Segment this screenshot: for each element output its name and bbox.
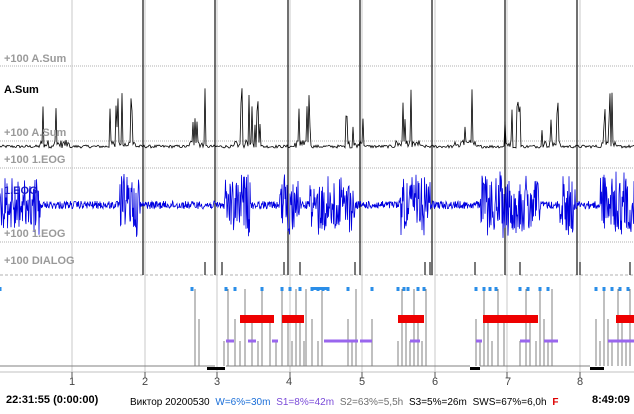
wake-marker: [298, 287, 302, 291]
wake-marker: [538, 287, 542, 291]
s1-segment: [248, 339, 256, 343]
wake-marker: [594, 287, 598, 291]
time-tick-2: 2: [142, 376, 149, 388]
s1-segment: [410, 339, 420, 343]
sws-stat: SWS=67%=6,0h: [472, 397, 547, 408]
wake-marker: [474, 287, 478, 291]
wake-marker: [233, 287, 237, 291]
asum-bottom-scale-label: +100 A.Sum: [4, 127, 67, 139]
s1-segment: [360, 339, 372, 343]
eog-top-scale-label: +100 1.EOG: [4, 154, 66, 166]
wake-marker: [396, 287, 400, 291]
wake-run: [312, 287, 328, 290]
dialog-scale-label: +100 DIALOG: [4, 255, 75, 267]
s1-segment: [520, 339, 530, 343]
s1-segment: [544, 339, 558, 343]
wake-marker: [190, 287, 194, 291]
wake-marker: [370, 287, 374, 291]
wake-marker: [406, 287, 410, 291]
eog-bottom-scale-label: +100 1.EOG: [4, 228, 66, 240]
asum-top-scale-label: +100 A.Sum: [4, 53, 67, 65]
wake-marker: [402, 287, 406, 291]
wake-marker: [488, 287, 492, 291]
dialog-channel-marks: [204, 262, 631, 275]
rem-segment: [240, 315, 274, 323]
wake-marker: [422, 287, 426, 291]
s1-segment: [608, 339, 634, 343]
time-tick-7: 7: [505, 376, 512, 388]
hypno-stage3: [470, 367, 480, 370]
s1-segment: [476, 339, 482, 343]
hypnogram[interactable]: [0, 287, 634, 370]
s1-stat: S1=8%=42m: [276, 397, 335, 408]
wake-marker: [626, 287, 630, 291]
wake-stat: W=6%=30m: [215, 397, 271, 408]
time-tick-6: 6: [432, 376, 439, 388]
wake-marker: [260, 287, 264, 291]
wake-marker: [0, 287, 2, 291]
wake-marker: [602, 287, 606, 291]
time-tick-4: 4: [286, 376, 293, 388]
recording-start-time: 22:31:55 (0:00:00): [6, 394, 99, 406]
rem-segment: [282, 315, 304, 323]
s1-segment: [272, 339, 278, 343]
s2-stat: S2=63%=5,5h: [339, 397, 404, 408]
wake-marker: [610, 287, 614, 291]
recording-end-time: 8:49:09: [592, 394, 630, 406]
hypno-stage3: [207, 367, 225, 370]
time-tick-8: 8: [577, 376, 584, 388]
sleep-stats-bar: Виктор 20200530 W=6%=30m S1=8%=42m S2=63…: [130, 397, 561, 408]
rem-segment: [398, 315, 424, 323]
wake-marker: [482, 287, 486, 291]
wake-marker: [346, 287, 350, 291]
asum-channel-name[interactable]: A.Sum: [4, 84, 39, 96]
wake-marker: [618, 287, 622, 291]
subject-label: Виктор 20200530: [130, 397, 210, 408]
wake-marker: [224, 287, 228, 291]
eog-channel-name[interactable]: 1.EOG: [4, 185, 38, 197]
eog-trace: [0, 171, 634, 238]
hypno-stage3: [590, 367, 604, 370]
flag-marker: F: [552, 397, 559, 408]
wake-marker: [416, 287, 420, 291]
wake-marker: [546, 287, 550, 291]
s1-segment: [226, 339, 234, 343]
wake-marker: [526, 287, 530, 291]
wake-marker: [280, 287, 284, 291]
rem-segment: [616, 315, 634, 323]
wake-marker: [288, 287, 292, 291]
wake-marker: [494, 287, 498, 291]
asum-trace: [0, 88, 634, 149]
wake-marker: [518, 287, 522, 291]
time-tick-3: 3: [214, 376, 221, 388]
time-tick-5: 5: [359, 376, 366, 388]
s3-stat: S3=5%=26m: [408, 397, 467, 408]
time-tick-1: 1: [69, 376, 76, 388]
time-axis: [71, 372, 581, 378]
rem-segment: [483, 315, 538, 323]
s1-segment: [324, 339, 358, 343]
grid-lines: [0, 0, 634, 373]
